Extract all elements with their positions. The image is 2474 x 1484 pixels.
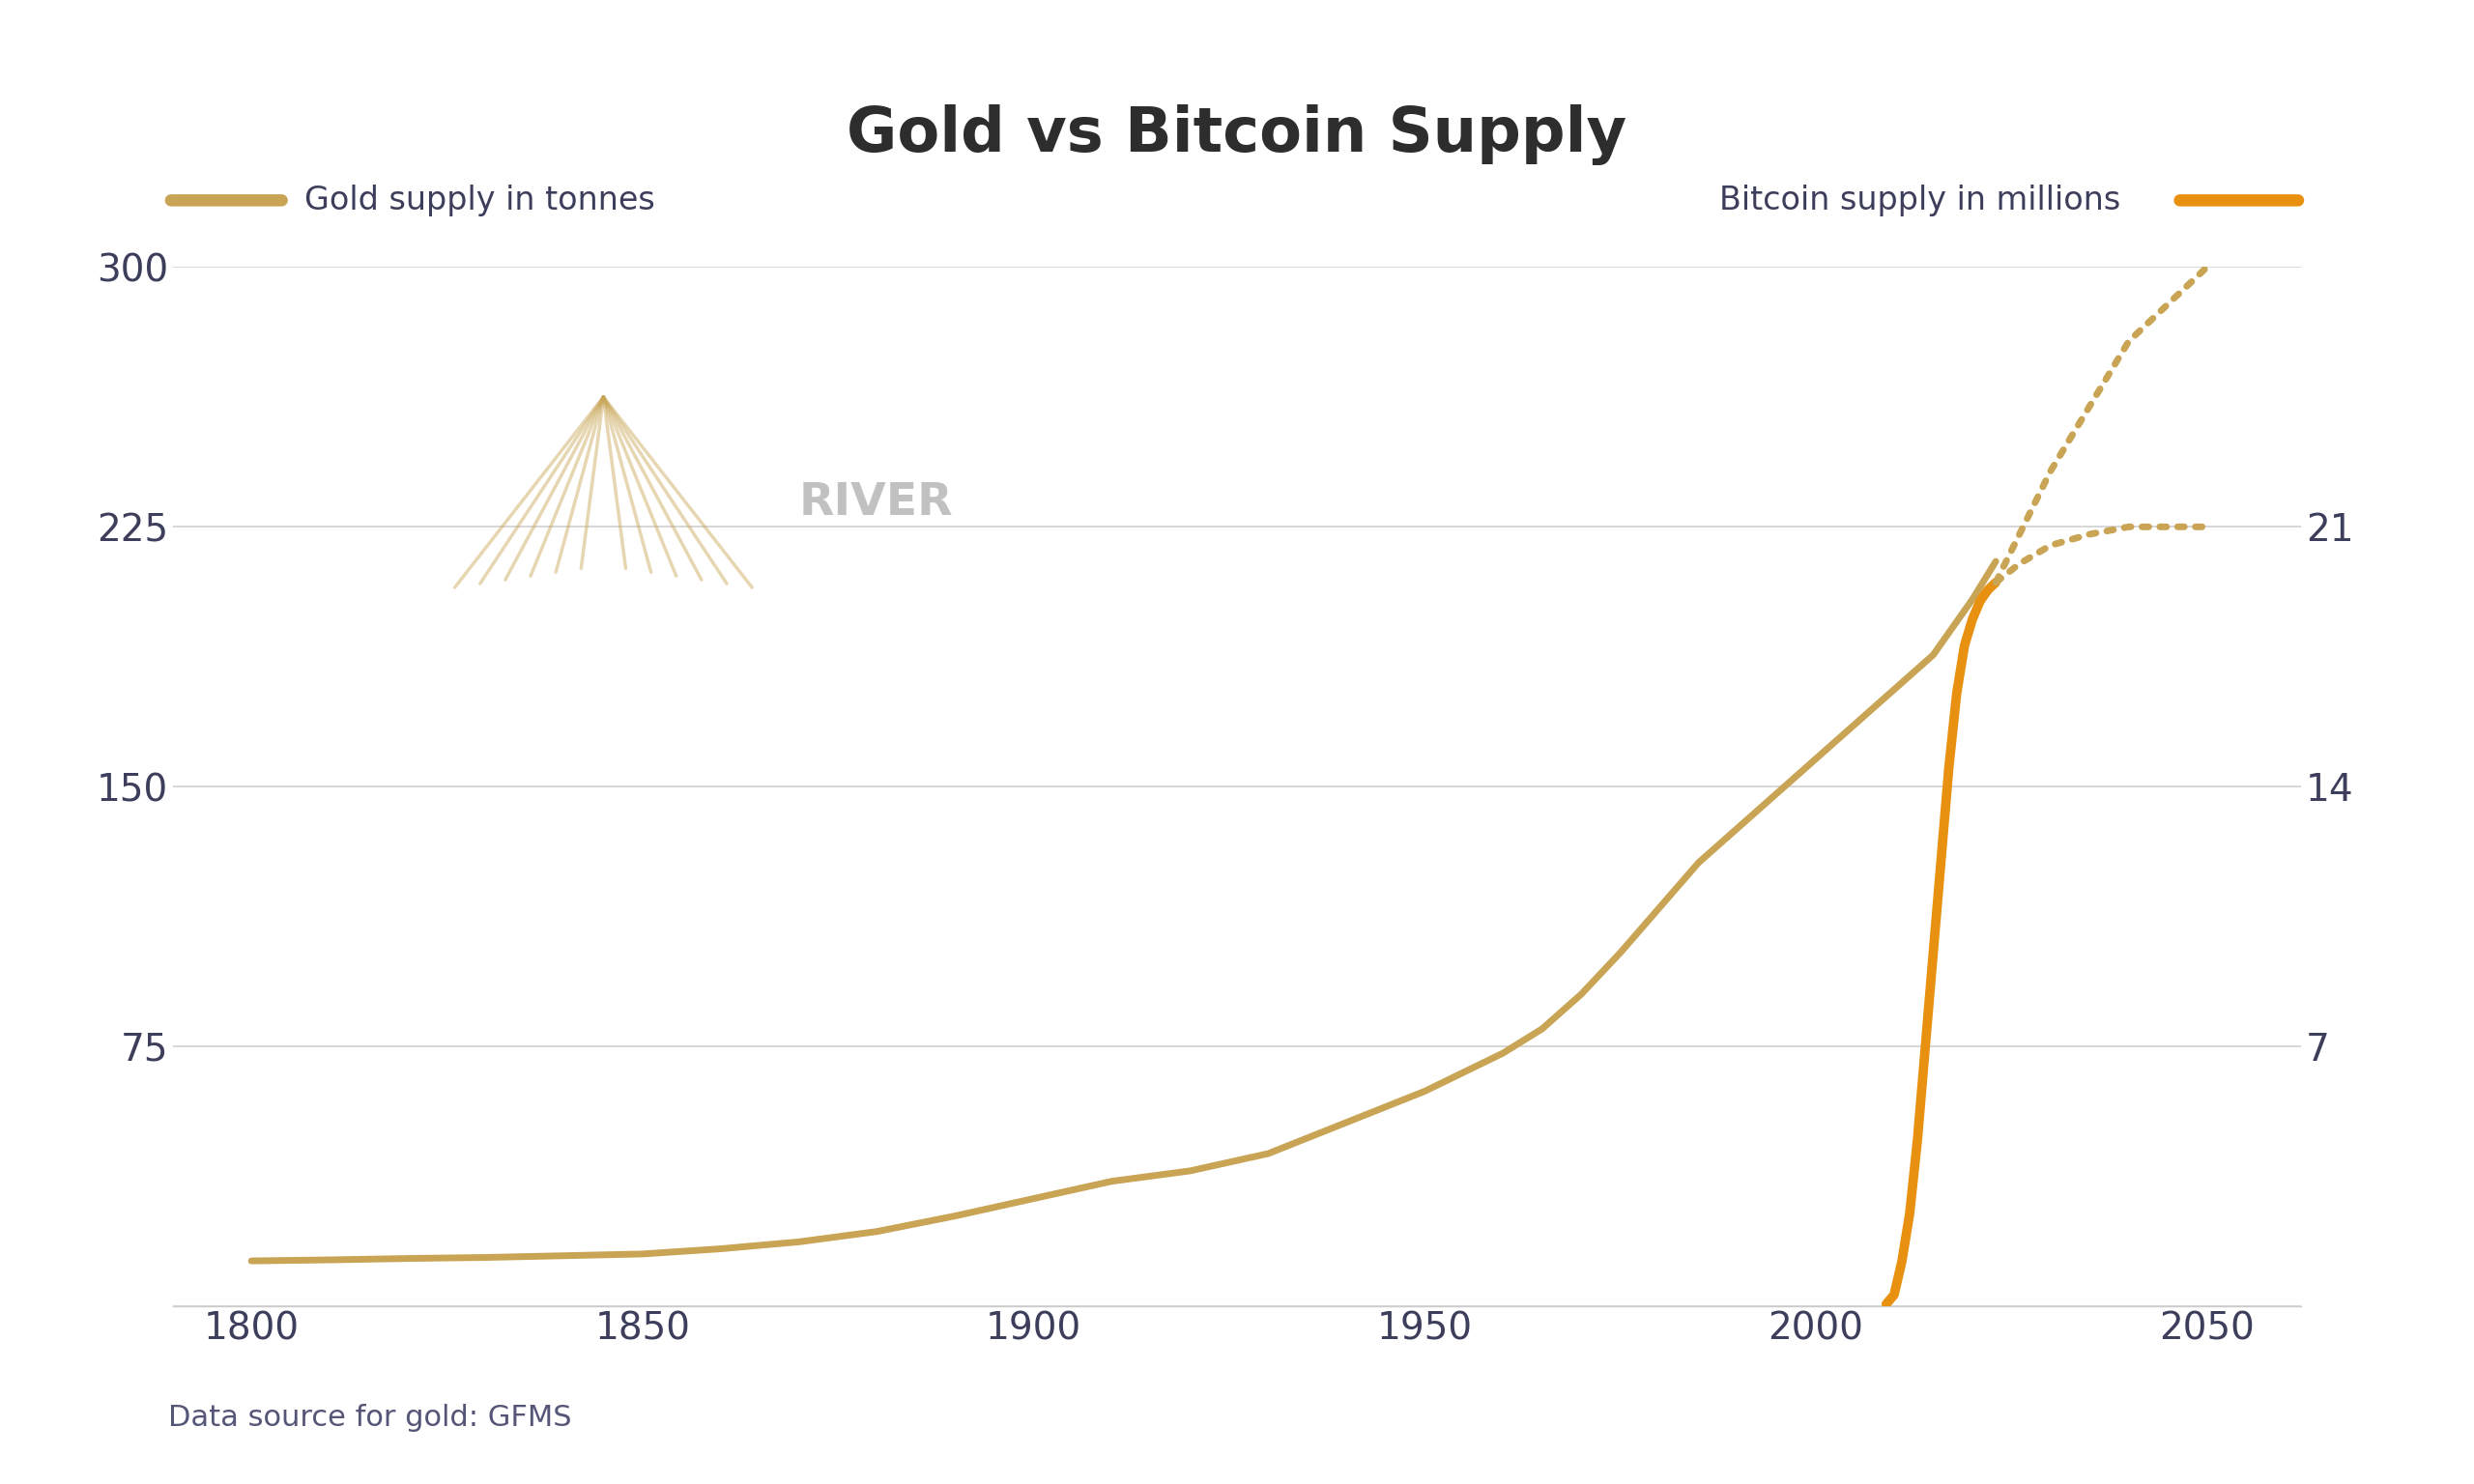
Text: Gold supply in tonnes: Gold supply in tonnes — [304, 184, 656, 217]
Text: Data source for gold: GFMS: Data source for gold: GFMS — [168, 1404, 571, 1432]
Text: Bitcoin supply in millions: Bitcoin supply in millions — [1719, 184, 2120, 217]
Text: RIVER: RIVER — [799, 481, 952, 524]
Text: Gold vs Bitcoin Supply: Gold vs Bitcoin Supply — [846, 104, 1628, 165]
